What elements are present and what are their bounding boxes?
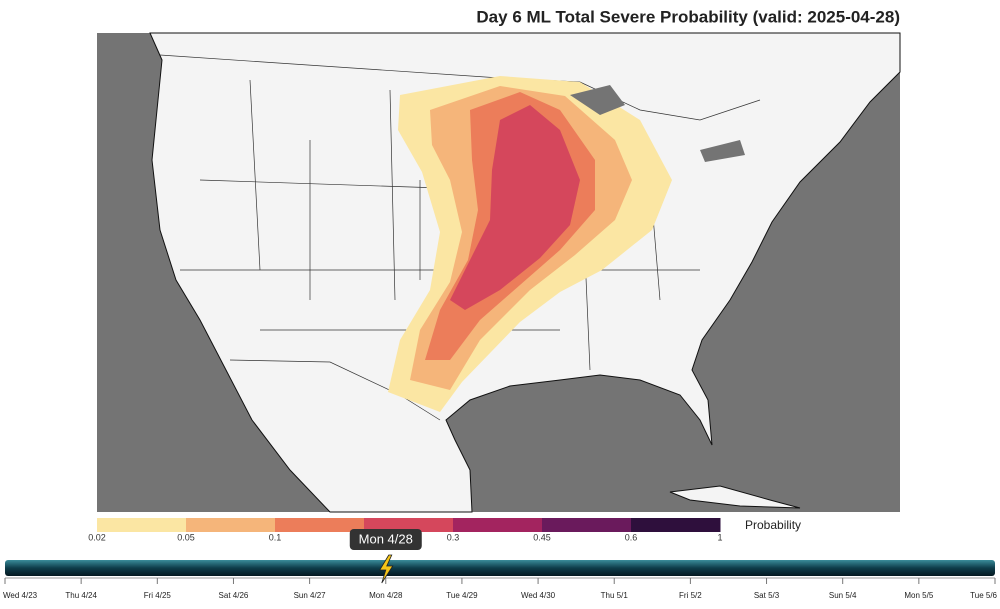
- colorbar-tick-label: 0.3: [447, 532, 460, 542]
- map: [97, 32, 901, 513]
- timeline-day-label[interactable]: Sun 5/4: [829, 591, 857, 600]
- colorbar-swatch: [275, 518, 365, 532]
- timeline-day-label[interactable]: Tue 5/6: [970, 591, 997, 600]
- timeline-day-label[interactable]: Mon 4/28: [369, 591, 403, 600]
- probability-areas: [388, 76, 745, 412]
- colorbar-swatch: [631, 518, 721, 532]
- colorbar-swatch: [186, 518, 276, 532]
- colorbar-label: Probability: [745, 518, 801, 532]
- prob-area: [450, 105, 580, 310]
- colorbar-tick-label: 1: [717, 532, 722, 542]
- colorbar-tick-label: 0.1: [269, 532, 282, 542]
- timeline-day-label[interactable]: Sat 4/26: [219, 591, 249, 600]
- selected-tooltip-bg: [349, 529, 422, 550]
- colorbar-tick-label: 0.6: [625, 532, 638, 542]
- timeline-day-label[interactable]: Sun 4/27: [294, 591, 327, 600]
- timeline-day-label[interactable]: Wed 4/23: [3, 591, 38, 600]
- colorbar-swatch: [453, 518, 543, 532]
- timeline-day-label[interactable]: Wed 4/30: [521, 591, 556, 600]
- colorbar-swatch: [542, 518, 632, 532]
- border: [229, 359, 441, 421]
- timeline: Wed 4/23 Thu 4/24 Fri 4/25 Sat 4/26 Sun 4/27…: [3, 529, 998, 600]
- colorbar-tick-label: 0.05: [177, 532, 195, 542]
- timeline-day-label[interactable]: Mon 5/5: [904, 591, 933, 600]
- timeline-day-label[interactable]: Tue 4/29: [446, 591, 478, 600]
- timeline-track[interactable]: [5, 560, 995, 576]
- colorbar-tick-label: 0.02: [88, 532, 106, 542]
- colorbar-swatch: [364, 518, 454, 532]
- timeline-day-label[interactable]: Fri 4/25: [144, 591, 172, 600]
- timeline-day-label[interactable]: Thu 4/24: [65, 591, 97, 600]
- colorbar-swatch: [97, 518, 187, 532]
- colorbar: 0.02 0.05 0.1 0.3 0.45 0.6 1: [88, 518, 723, 542]
- selected-tooltip: Mon 4/28: [359, 531, 413, 546]
- colorbar-tick-label: 0.45: [533, 532, 551, 542]
- lake: [570, 85, 625, 115]
- lake: [700, 140, 745, 162]
- timeline-day-label[interactable]: Fri 5/2: [679, 591, 702, 600]
- selected-handle[interactable]: [379, 554, 394, 584]
- island: [669, 485, 801, 509]
- map-title: Day 6 ML Total Severe Probability (valid…: [476, 7, 900, 26]
- timeline-day-label[interactable]: Thu 5/1: [601, 591, 629, 600]
- timeline-day-label[interactable]: Sat 5/3: [754, 591, 780, 600]
